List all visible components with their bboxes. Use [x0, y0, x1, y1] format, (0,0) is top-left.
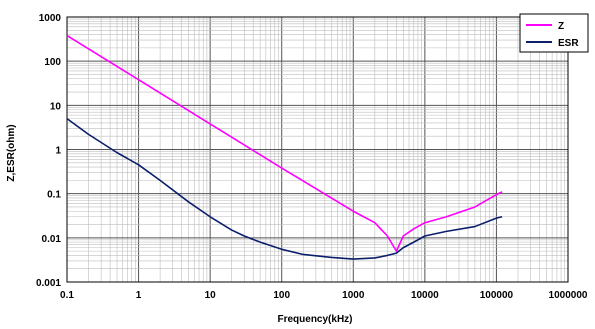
plot-area [66, 16, 569, 283]
series-layer [66, 34, 503, 260]
legend-label-z: Z [558, 21, 564, 32]
y-axis-title: Z,ESR(ohm) [6, 124, 17, 181]
x-tick-label: 1000 [342, 290, 365, 301]
y-tick-label: 0.1 [47, 190, 61, 201]
y-tick-label: 1000 [39, 13, 62, 24]
y-tick-label: 0.01 [42, 234, 62, 245]
x-tick-label: 1000000 [549, 290, 588, 301]
x-tick-label: 100 [273, 290, 290, 301]
legend-box [519, 13, 589, 53]
x-axis-title: Frequency(kHz) [277, 314, 352, 325]
x-tick-label: 0.1 [60, 290, 74, 301]
x-tick-label: 1 [136, 290, 142, 301]
x-tick-label: 10 [205, 290, 217, 301]
legend-label-esr: ESR [558, 38, 579, 49]
y-tick-label: 0.001 [36, 278, 61, 289]
plot-border [66, 16, 569, 283]
x-tick-label: 100000 [480, 290, 514, 301]
series-line-z [66, 34, 503, 252]
series-line-esr [66, 117, 503, 260]
chart-grid [66, 17, 568, 283]
y-tick-label: 100 [44, 57, 61, 68]
legend: Z ESR [519, 13, 589, 53]
x-tick-label: 10000 [411, 290, 439, 301]
y-tick-label: 10 [50, 101, 62, 112]
tick-labels: 0.1 1 10 100 1000 10000 100000 1000000100010010… [36, 13, 588, 301]
y-tick-label: 1 [55, 146, 61, 157]
